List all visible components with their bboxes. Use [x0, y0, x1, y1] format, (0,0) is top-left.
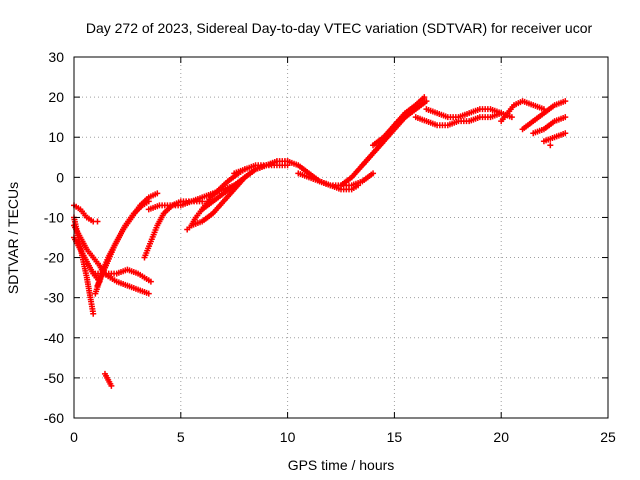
x-tick-label: 25 — [600, 429, 616, 445]
data-points — [71, 94, 569, 389]
data-point — [562, 98, 569, 105]
data-point — [145, 290, 152, 297]
plot-frame — [73, 56, 609, 419]
y-tick-label: 10 — [48, 129, 64, 145]
y-tick-label: -50 — [44, 370, 64, 386]
data-point — [423, 98, 430, 105]
y-tick-label: -60 — [44, 410, 64, 426]
y-tick-label: 20 — [48, 89, 64, 105]
data-point — [94, 218, 101, 225]
x-tick-label: 20 — [493, 429, 509, 445]
grid-lines — [74, 57, 608, 418]
data-point — [547, 142, 554, 149]
data-point — [562, 130, 569, 137]
data-point — [154, 190, 161, 197]
data-point — [370, 170, 377, 177]
y-axis-label: SDTVAR / TECUs — [5, 182, 21, 294]
data-point — [562, 114, 569, 121]
y-tick-label: -10 — [44, 209, 64, 225]
y-tick-label: 30 — [48, 49, 64, 65]
data-point — [108, 382, 115, 389]
data-point — [508, 114, 515, 121]
x-axis-label: GPS time / hours — [288, 457, 395, 473]
x-tick-label: 5 — [177, 429, 185, 445]
y-tick-label: -30 — [44, 290, 64, 306]
y-tick-label: -40 — [44, 330, 64, 346]
axis-ticks: 0 5 10 15 20 25 -60 -50 -40 -30 -20 -10 0 10 20 30 — [44, 49, 616, 445]
x-tick-label: 15 — [387, 429, 403, 445]
y-tick-label: 0 — [56, 169, 64, 185]
chart-title: Day 272 of 2023, Sidereal Day-to-day VTE… — [86, 20, 593, 36]
data-point — [421, 94, 428, 101]
x-tick-label: 10 — [280, 429, 296, 445]
x-tick-label: 0 — [70, 429, 78, 445]
data-point — [147, 278, 154, 285]
y-tick-label: -20 — [44, 250, 64, 266]
data-point — [90, 310, 97, 317]
